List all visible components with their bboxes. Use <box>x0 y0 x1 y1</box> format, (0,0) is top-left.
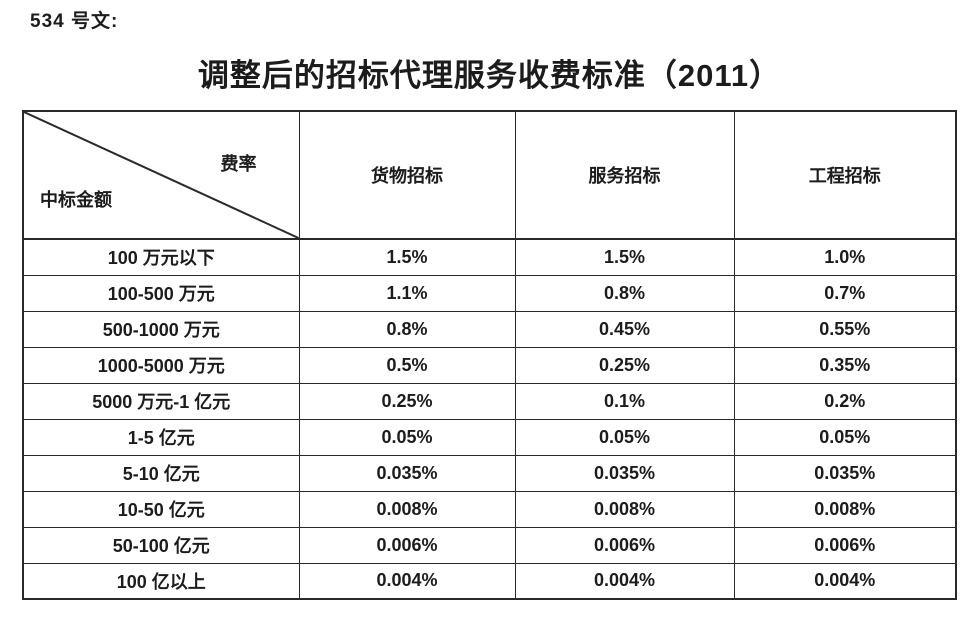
cell-value: 0.006% <box>733 526 957 564</box>
column-header-engineering: 工程招标 <box>733 110 957 240</box>
page-title: 调整后的招标代理服务收费标准（2011） <box>197 58 782 93</box>
table-row: 100 万元以下 1.5% 1.5% 1.0% <box>22 238 957 276</box>
table-row: 1000-5000 万元 0.5% 0.25% 0.35% <box>22 346 957 384</box>
row-label: 500-1000 万元 <box>22 310 300 348</box>
table-row: 100 亿以上 0.004% 0.004% 0.004% <box>22 562 957 600</box>
cell-value: 0.7% <box>733 274 957 312</box>
cell-value: 1.0% <box>733 238 957 276</box>
cell-value: 0.5% <box>298 346 516 384</box>
row-label: 1-5 亿元 <box>22 418 300 456</box>
column-header-goods: 货物招标 <box>298 110 516 240</box>
row-label: 50-100 亿元 <box>22 526 300 564</box>
row-label: 100 亿以上 <box>22 562 300 600</box>
cell-value: 0.035% <box>298 454 516 492</box>
cell-value: 0.05% <box>514 418 735 456</box>
cell-value: 0.8% <box>298 310 516 348</box>
table-header-row: 费率 中标金额 货物招标 服务招标 工程招标 <box>22 110 957 240</box>
row-label: 5-10 亿元 <box>22 454 300 492</box>
table-row: 50-100 亿元 0.006% 0.006% 0.006% <box>22 526 957 564</box>
row-label: 5000 万元-1 亿元 <box>22 382 300 420</box>
corner-label-amount: 中标金额 <box>40 190 112 210</box>
table-row: 5000 万元-1 亿元 0.25% 0.1% 0.2% <box>22 382 957 420</box>
row-label: 1000-5000 万元 <box>22 346 300 384</box>
cell-value: 0.035% <box>733 454 957 492</box>
corner-label-rate: 费率 <box>220 154 257 174</box>
cell-value: 0.035% <box>514 454 735 492</box>
diagonal-divider-line <box>24 112 299 238</box>
cell-value: 1.5% <box>514 238 735 276</box>
row-label: 10-50 亿元 <box>22 490 300 528</box>
cell-value: 0.1% <box>514 382 735 420</box>
cell-value: 0.004% <box>298 562 516 600</box>
table-row: 500-1000 万元 0.8% 0.45% 0.55% <box>22 310 957 348</box>
row-label: 100-500 万元 <box>22 274 300 312</box>
cell-value: 0.35% <box>733 346 957 384</box>
cell-value: 0.008% <box>298 490 516 528</box>
cell-value: 0.55% <box>733 310 957 348</box>
cell-value: 0.006% <box>514 526 735 564</box>
cell-value: 1.5% <box>298 238 516 276</box>
cell-value: 0.008% <box>733 490 957 528</box>
cell-value: 1.1% <box>298 274 516 312</box>
table-row: 10-50 亿元 0.008% 0.008% 0.008% <box>22 490 957 528</box>
row-label: 100 万元以下 <box>22 238 300 276</box>
cell-value: 0.05% <box>733 418 957 456</box>
fee-standard-table: 费率 中标金额 货物招标 服务招标 工程招标 100 万元以下 1.5% 1.5… <box>22 110 957 600</box>
cell-value: 0.006% <box>298 526 516 564</box>
cell-value: 0.004% <box>514 562 735 600</box>
corner-header-cell: 费率 中标金额 <box>22 110 300 240</box>
cell-value: 0.008% <box>514 490 735 528</box>
table-row: 5-10 亿元 0.035% 0.035% 0.035% <box>22 454 957 492</box>
table-row: 100-500 万元 1.1% 0.8% 0.7% <box>22 274 957 312</box>
table-row: 1-5 亿元 0.05% 0.05% 0.05% <box>22 418 957 456</box>
cell-value: 0.45% <box>514 310 735 348</box>
cell-value: 0.25% <box>298 382 516 420</box>
cell-value: 0.8% <box>514 274 735 312</box>
cell-value: 0.2% <box>733 382 957 420</box>
column-header-services: 服务招标 <box>514 110 735 240</box>
cell-value: 0.05% <box>298 418 516 456</box>
doc-number-label: 534 号文: <box>30 11 119 32</box>
cell-value: 0.25% <box>514 346 735 384</box>
cell-value: 0.004% <box>733 562 957 600</box>
